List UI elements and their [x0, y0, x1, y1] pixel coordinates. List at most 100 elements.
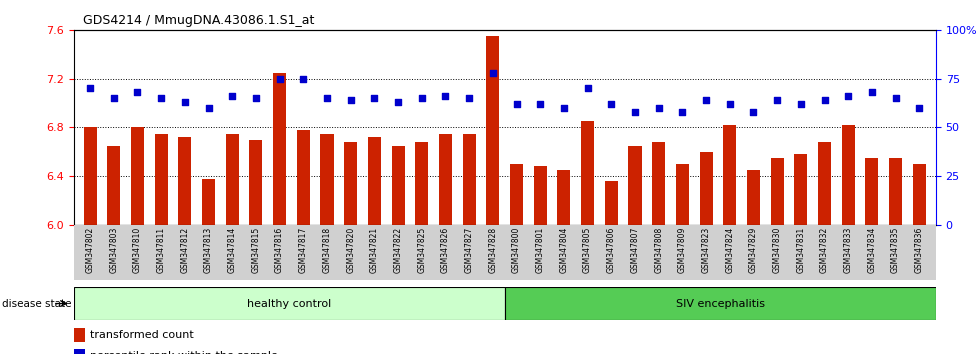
Text: percentile rank within the sample: percentile rank within the sample [89, 351, 277, 354]
Bar [510, 164, 523, 225]
Bar [747, 170, 760, 225]
Point [296, 76, 312, 81]
Text: healthy control: healthy control [247, 298, 331, 309]
Text: GSM347803: GSM347803 [110, 227, 119, 273]
Point [106, 95, 122, 101]
Bar [225, 133, 239, 225]
Bar [178, 137, 191, 225]
Text: GSM347831: GSM347831 [797, 227, 806, 273]
Bar [505, 287, 936, 320]
Point [224, 93, 240, 99]
Text: GSM347833: GSM347833 [844, 227, 853, 273]
Point [627, 109, 643, 115]
Bar [534, 166, 547, 225]
Point [248, 95, 264, 101]
Text: GSM347812: GSM347812 [180, 227, 189, 273]
Bar [74, 328, 85, 342]
Point [816, 97, 832, 103]
Bar [368, 137, 381, 225]
Text: GSM347808: GSM347808 [655, 227, 663, 273]
Text: GSM347815: GSM347815 [252, 227, 261, 273]
Text: GSM347806: GSM347806 [607, 227, 615, 273]
Text: GSM347821: GSM347821 [369, 227, 379, 273]
Text: GSM347820: GSM347820 [346, 227, 355, 273]
Text: GSM347813: GSM347813 [204, 227, 213, 273]
Text: GSM347800: GSM347800 [512, 227, 521, 273]
Point [438, 93, 454, 99]
Text: GSM347809: GSM347809 [678, 227, 687, 273]
Text: GSM347823: GSM347823 [702, 227, 710, 273]
Text: GDS4214 / MmugDNA.43086.1.S1_at: GDS4214 / MmugDNA.43086.1.S1_at [83, 14, 315, 27]
Bar [131, 127, 144, 225]
Text: GSM347816: GSM347816 [275, 227, 284, 273]
Bar [628, 146, 642, 225]
Text: GSM347822: GSM347822 [394, 227, 403, 273]
Point [556, 105, 571, 111]
Bar [273, 73, 286, 225]
Bar [463, 133, 475, 225]
Text: GSM347825: GSM347825 [417, 227, 426, 273]
Point [201, 105, 217, 111]
Point [888, 95, 904, 101]
Bar [605, 181, 617, 225]
Point [367, 95, 382, 101]
Text: GSM347804: GSM347804 [560, 227, 568, 273]
Text: GSM347814: GSM347814 [227, 227, 237, 273]
Point [746, 109, 761, 115]
Point [82, 86, 98, 91]
Text: GSM347832: GSM347832 [820, 227, 829, 273]
Text: GSM347810: GSM347810 [133, 227, 142, 273]
Bar [558, 170, 570, 225]
Text: GSM347811: GSM347811 [157, 227, 166, 273]
Point [129, 90, 145, 95]
Bar [770, 158, 784, 225]
Text: GSM347802: GSM347802 [85, 227, 95, 273]
Bar [392, 146, 405, 225]
Text: GSM347807: GSM347807 [630, 227, 640, 273]
Text: GSM347828: GSM347828 [488, 227, 498, 273]
Point [769, 97, 785, 103]
Text: transformed count: transformed count [89, 330, 193, 340]
Point [343, 97, 359, 103]
Text: GSM347826: GSM347826 [441, 227, 450, 273]
Bar [74, 349, 85, 354]
Point [485, 70, 501, 76]
Point [698, 97, 713, 103]
Point [674, 109, 690, 115]
Text: GSM347824: GSM347824 [725, 227, 734, 273]
Text: GSM347836: GSM347836 [914, 227, 924, 273]
Text: GSM347829: GSM347829 [749, 227, 758, 273]
Point [319, 95, 335, 101]
Text: GSM347817: GSM347817 [299, 227, 308, 273]
Point [651, 105, 666, 111]
Point [864, 90, 880, 95]
Point [509, 101, 524, 107]
Text: GSM347801: GSM347801 [536, 227, 545, 273]
Text: GSM347818: GSM347818 [322, 227, 331, 273]
Bar [107, 146, 121, 225]
Text: SIV encephalitis: SIV encephalitis [676, 298, 764, 309]
Bar [912, 164, 926, 225]
Point [841, 93, 857, 99]
Point [580, 86, 596, 91]
Point [911, 105, 927, 111]
Bar [676, 164, 689, 225]
Bar [320, 133, 333, 225]
Bar [83, 127, 97, 225]
Point [414, 95, 429, 101]
Bar [297, 130, 310, 225]
Point [462, 95, 477, 101]
Bar [416, 142, 428, 225]
Bar [74, 287, 505, 320]
Bar [818, 142, 831, 225]
Text: GSM347835: GSM347835 [891, 227, 900, 273]
Bar [700, 152, 712, 225]
Text: disease state: disease state [2, 298, 72, 309]
Bar [723, 125, 736, 225]
Bar [155, 133, 168, 225]
Bar [486, 36, 500, 225]
Text: GSM347827: GSM347827 [465, 227, 473, 273]
Bar [889, 158, 903, 225]
Point [390, 99, 406, 105]
Bar [795, 154, 808, 225]
